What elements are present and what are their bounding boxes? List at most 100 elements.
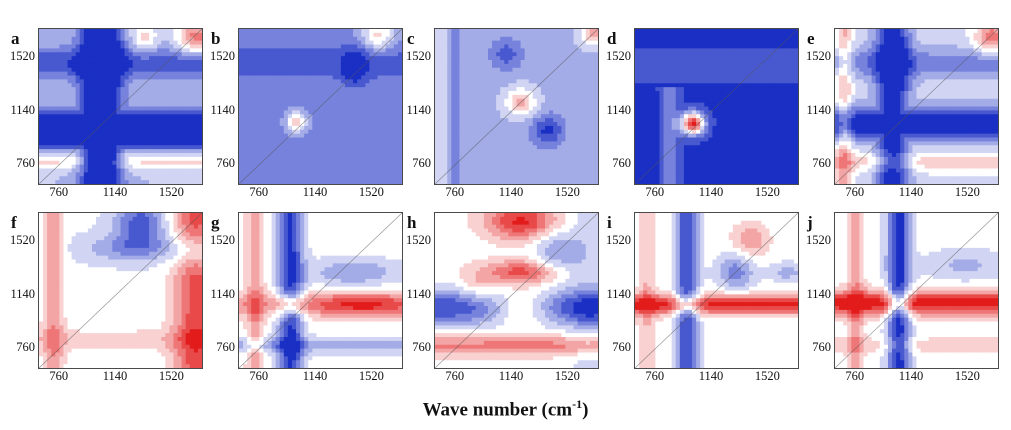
heatmap-b [239, 29, 402, 184]
heatmap-cell [549, 172, 554, 177]
heatmap-cell [275, 87, 281, 92]
heatmap-cell [336, 172, 342, 177]
heatmap-cell [255, 180, 260, 184]
heatmap-cell [239, 149, 244, 154]
heatmap-cell [540, 36, 546, 42]
heatmap-cell [357, 36, 362, 42]
heatmap-cell [577, 106, 583, 111]
heatmap-cell [67, 56, 73, 61]
heatmap-cell [435, 125, 440, 131]
heatmap-cell [177, 94, 183, 100]
heatmap-cell [104, 79, 109, 84]
heatmap-cell [169, 91, 175, 96]
heatmap-cell [639, 40, 644, 46]
heatmap-cell [75, 63, 81, 69]
heatmap-cell [467, 87, 473, 92]
heatmap-cell [385, 63, 391, 69]
heatmap-cell [365, 44, 370, 49]
heatmap-cell [393, 91, 399, 96]
heatmap-cell [357, 106, 362, 111]
heatmap-cell [247, 87, 252, 92]
heatmap-cell [524, 129, 530, 135]
heatmap-cell [287, 137, 293, 142]
heatmap-cell [144, 141, 150, 146]
heatmap-cell [471, 91, 477, 96]
heatmap-cell [316, 36, 322, 42]
heatmap-cell [540, 125, 546, 131]
heatmap-cell [381, 180, 387, 184]
heatmap-cell [79, 87, 85, 92]
heatmap-cell [500, 75, 505, 80]
heatmap-cell [565, 75, 571, 80]
heatmap-cell [304, 48, 309, 53]
heatmap-cell [124, 122, 130, 127]
heatmap-cell [243, 129, 248, 135]
heatmap-cell [643, 83, 648, 88]
heatmap-cell [136, 106, 142, 111]
heatmap-cell [524, 75, 530, 80]
heatmap-cell [639, 87, 644, 92]
heatmap-cell [312, 44, 318, 49]
heatmap-cell [336, 149, 342, 154]
heatmap-cell [247, 106, 252, 111]
heatmap-cell [451, 129, 456, 135]
heatmap-cell [308, 180, 313, 184]
heatmap-cell [377, 102, 383, 108]
heatmap-cell [545, 172, 550, 177]
heatmap-cell [144, 168, 150, 173]
heatmap-cell [639, 125, 644, 131]
heatmap-cell [492, 137, 497, 142]
heatmap-cell [540, 141, 546, 146]
heatmap-cell [393, 164, 399, 170]
heatmap-cell [173, 87, 179, 92]
heatmap-cell [312, 125, 318, 131]
heatmap-cell [291, 29, 297, 34]
heatmap-cell [87, 29, 93, 34]
heatmap-cell [647, 172, 652, 177]
heatmap-cell [389, 40, 395, 46]
heatmap-cell [287, 36, 293, 42]
heatmap-cell [165, 48, 170, 53]
heatmap-cell [340, 91, 346, 96]
heatmap-cell [328, 176, 334, 181]
heatmap-cell [369, 56, 375, 61]
heatmap-cell [492, 60, 497, 65]
heatmap-cell [283, 91, 289, 96]
heatmap-cell [349, 91, 354, 96]
heatmap-cell [635, 145, 640, 150]
heatmap-cell [308, 91, 313, 96]
heatmap-cell [528, 153, 534, 158]
heatmap-cell [500, 102, 505, 108]
heatmap-cell [496, 44, 501, 49]
heatmap-cell [153, 180, 158, 184]
heatmap-cell [55, 75, 60, 80]
heatmap-cell [508, 106, 514, 111]
heatmap-cell [320, 125, 326, 131]
heatmap-cell [120, 36, 126, 42]
heatmap-cell [589, 52, 595, 57]
heatmap-cell [516, 40, 522, 46]
heatmap-cell [193, 60, 199, 65]
heatmap-cell [389, 106, 395, 111]
heatmap-cell [475, 40, 481, 46]
heatmap-cell [435, 56, 440, 61]
heatmap-cell [96, 149, 101, 154]
heatmap-cell [300, 172, 305, 177]
heatmap-cell [585, 172, 591, 177]
heatmap-cell [483, 63, 489, 69]
heatmap-cell [59, 122, 65, 127]
heatmap-cell [471, 102, 477, 108]
heatmap-cell [589, 156, 595, 162]
heatmap-cell [561, 160, 566, 166]
heatmap-cell [43, 52, 48, 57]
heatmap-cell [593, 110, 598, 115]
heatmap-cell [463, 63, 469, 69]
heatmap-cell [516, 125, 522, 131]
heatmap-cell [336, 110, 342, 115]
heatmap-cell [308, 56, 313, 61]
heatmap-cell [161, 133, 166, 139]
heatmap-cell [500, 149, 505, 154]
heatmap-cell [508, 44, 514, 49]
heatmap-cell [328, 164, 334, 170]
heatmap-cell [365, 94, 370, 100]
